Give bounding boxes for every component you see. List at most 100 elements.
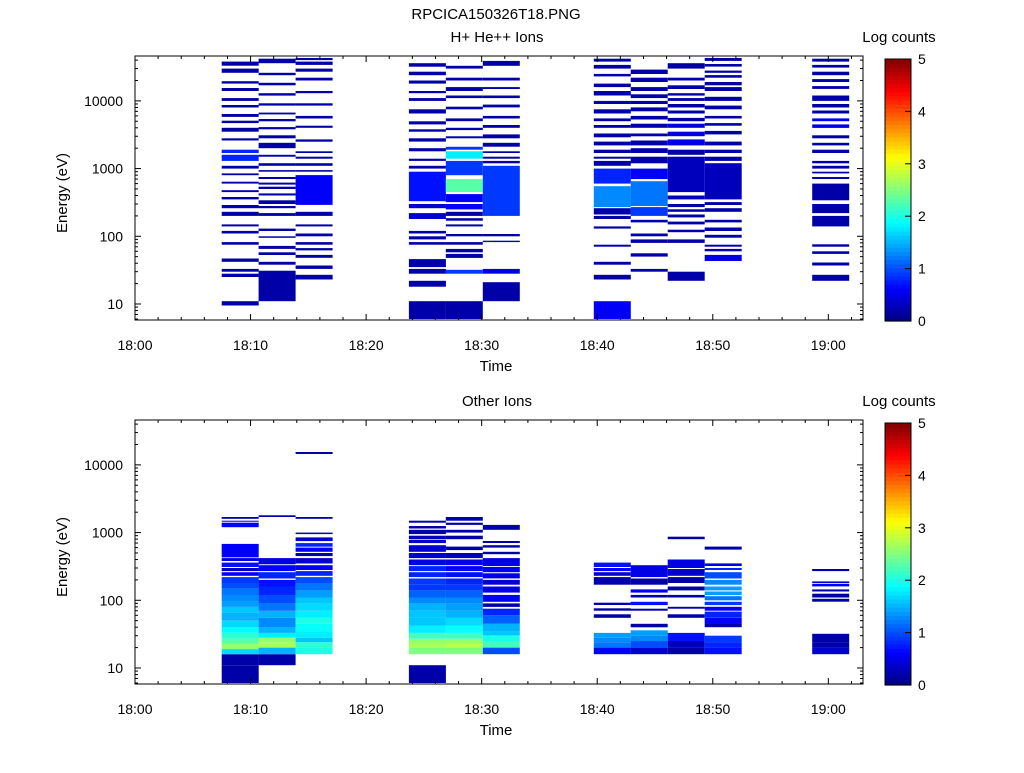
heatmap-cell (408, 625, 446, 633)
heatmap-cell (667, 586, 705, 591)
heatmap-cell (408, 171, 446, 202)
colorbar-swatch (885, 194, 911, 199)
heatmap-cell (630, 87, 668, 91)
heatmap-cell (408, 643, 446, 648)
heatmap-cell (593, 208, 631, 215)
colorbar-swatch (885, 627, 911, 633)
heatmap-cell (812, 583, 850, 587)
heatmap-cell (812, 177, 850, 179)
heatmap-cell (258, 82, 296, 86)
heatmap-cell (482, 142, 520, 147)
heatmap-cell (667, 559, 705, 568)
heatmap-cell (704, 96, 742, 101)
colorbar-swatch (885, 594, 911, 600)
heatmap-cell (295, 274, 333, 280)
heatmap-cell (812, 64, 850, 68)
heatmap-cell (667, 195, 705, 200)
heatmap-cell (258, 58, 296, 64)
heatmap-cell (482, 151, 520, 153)
heatmap-cell (295, 558, 333, 564)
colorbar-swatch (885, 185, 911, 191)
heatmap-cell (445, 617, 483, 626)
heatmap-cell (221, 61, 259, 66)
heatmap-cell (221, 520, 259, 522)
heatmap-cell (482, 623, 520, 632)
heatmap-cell (295, 224, 333, 227)
heatmap-cell (221, 127, 259, 132)
colorbar-swatch (885, 284, 911, 289)
colorbar-swatch (885, 292, 911, 298)
heatmap-cell (221, 81, 259, 84)
heatmap-cell (593, 614, 631, 618)
x-axis-label: Time (480, 722, 513, 739)
heatmap-cell (445, 597, 483, 604)
heatmap-cell (445, 566, 483, 572)
heatmap-cell (408, 535, 446, 540)
heatmap-cell (221, 588, 259, 595)
heatmap-cell (704, 141, 742, 146)
colorbar-tick-label: 4 (918, 467, 926, 483)
colorbar-swatch (885, 472, 911, 477)
heatmap-cell (445, 194, 483, 203)
y-axis-label: Energy (eV) (54, 517, 71, 597)
colorbar-swatch (885, 230, 911, 236)
heatmap-cell (258, 632, 296, 638)
heatmap-cell (630, 578, 668, 585)
heatmap-cell (445, 179, 483, 193)
x-tick-label: 18:30 (464, 701, 499, 717)
heatmap-cell (482, 234, 520, 237)
heatmap-cell (704, 254, 742, 261)
colorbar-label: Log counts (862, 393, 935, 410)
heatmap-cell (482, 579, 520, 585)
heatmap-cell (704, 149, 742, 153)
colorbar-swatch (885, 280, 911, 285)
heatmap-cell (482, 87, 520, 89)
heatmap-cell (482, 524, 520, 530)
heatmap-cell (408, 148, 446, 152)
heatmap-cell (221, 572, 259, 576)
heatmap-cell (704, 606, 742, 611)
heatmap-cell (445, 643, 483, 648)
x-tick-label: 19:00 (811, 701, 846, 717)
colorbar-swatch (885, 672, 911, 678)
colorbar-swatch (885, 263, 911, 269)
heatmap-cell (704, 70, 742, 73)
colorbar-swatch (885, 83, 911, 89)
heatmap-cell (630, 107, 668, 112)
heatmap-cell (630, 641, 668, 648)
colorbar-swatch (885, 136, 911, 142)
heatmap-cell (221, 230, 259, 234)
heatmap-cell (667, 569, 705, 576)
heatmap-cell (630, 565, 668, 578)
heatmap-cell (295, 151, 333, 153)
heatmap-cell (482, 558, 520, 567)
heatmap-cell (295, 647, 333, 655)
heatmap-cell (295, 583, 333, 591)
heatmap-cell (295, 553, 333, 557)
heatmap-cell (667, 110, 705, 114)
heatmap-cell (667, 594, 705, 598)
heatmap-cell (258, 594, 296, 604)
colorbar-swatch (885, 153, 911, 158)
colorbar-swatch (885, 271, 911, 277)
heatmap-cell (704, 64, 742, 67)
heatmap-cell (482, 573, 520, 579)
heatmap-cell (445, 242, 483, 245)
heatmap-cell (482, 160, 520, 164)
colorbar-swatch (885, 463, 911, 469)
colorbar-swatch (885, 99, 911, 105)
colorbar-swatch (885, 455, 911, 461)
colorbar-swatch (885, 603, 911, 608)
heatmap-cell (258, 252, 296, 255)
heatmap-cell (408, 597, 446, 604)
heatmap-cell (258, 572, 296, 579)
colorbar-swatch (885, 181, 911, 187)
heatmap-cell (630, 253, 668, 257)
heatmap-cell (221, 620, 259, 628)
heatmap-cell (593, 64, 631, 69)
colorbar-swatch (885, 517, 911, 522)
colorbar-tick-label: 1 (918, 261, 926, 277)
heatmap-cell (812, 215, 850, 227)
heatmap-cell (593, 149, 631, 153)
colorbar-swatch (885, 267, 911, 273)
